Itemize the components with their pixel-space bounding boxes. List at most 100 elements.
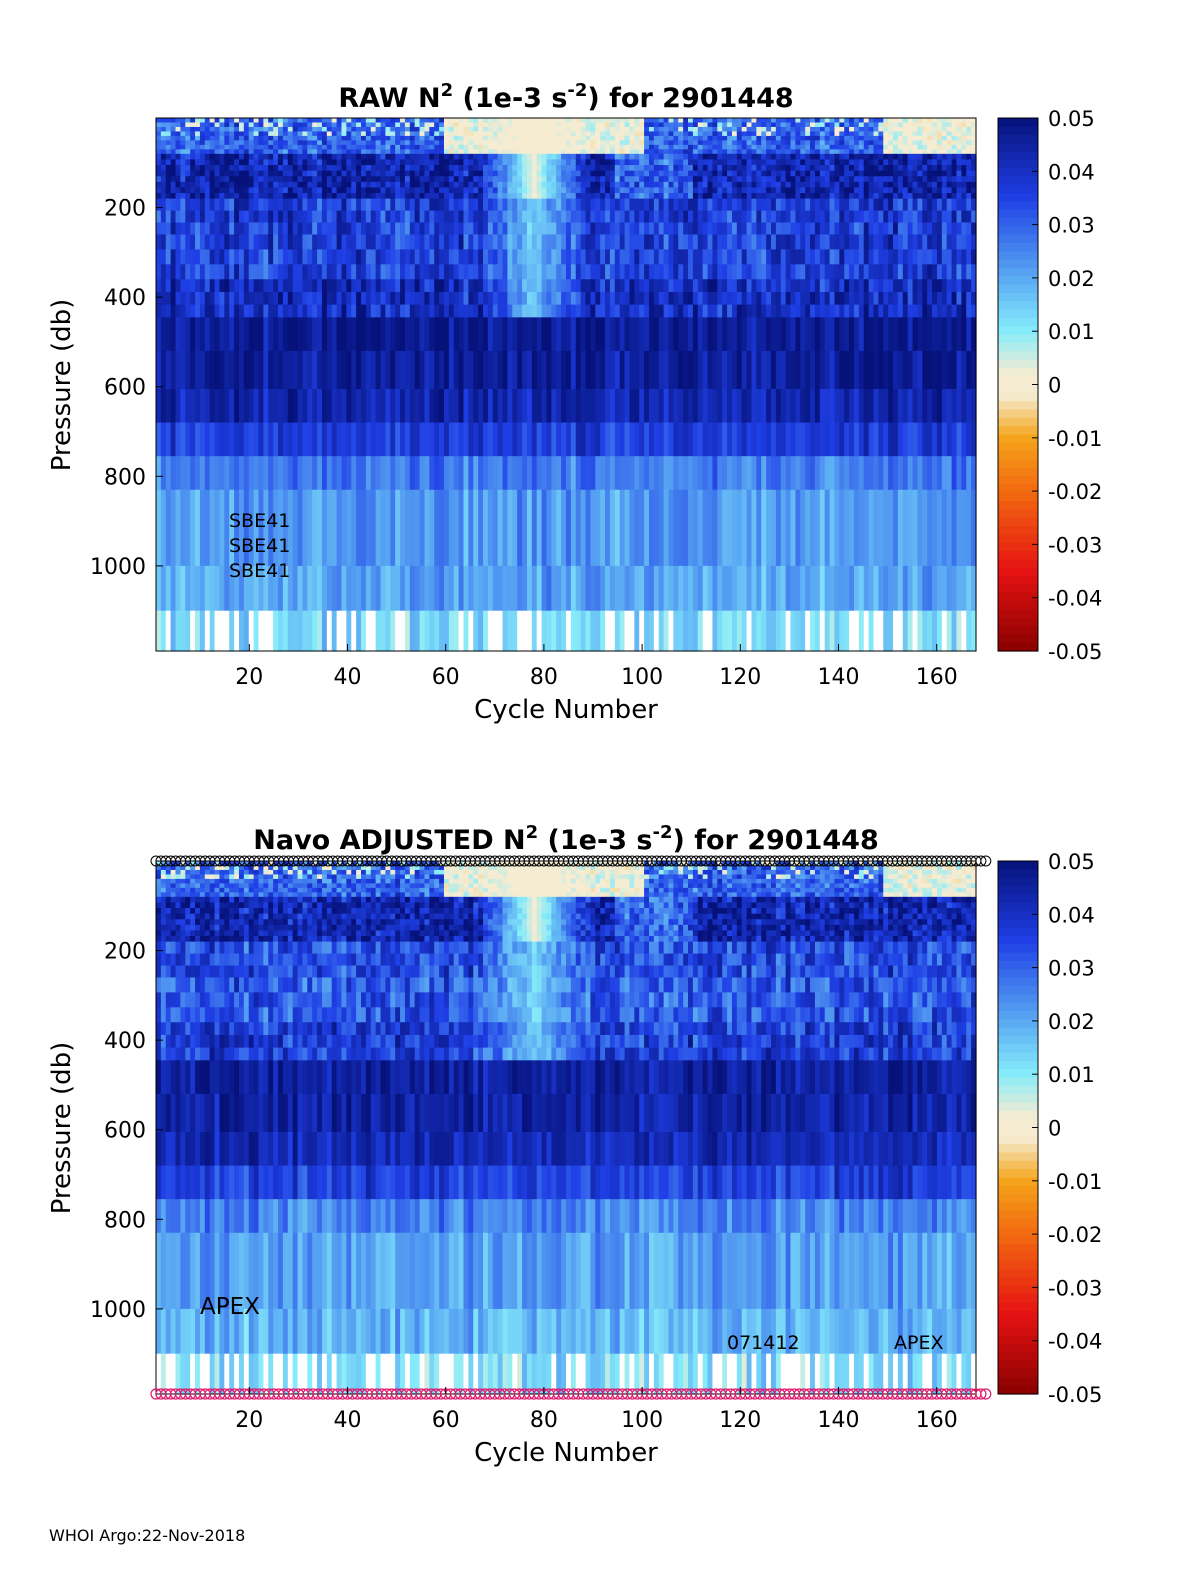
- raw-heatmap-cell: [829, 170, 836, 177]
- raw-heatmap-cell: [829, 135, 836, 141]
- raw-heatmap-cell: [243, 489, 250, 567]
- raw-heatmap-cell: [653, 193, 660, 200]
- raw-heatmap-cell: [278, 118, 284, 124]
- raw-heatmap-cell: [287, 264, 294, 280]
- raw-heatmap-cell: [746, 165, 753, 172]
- raw-heatmap-cell: [507, 422, 513, 457]
- raw-heatmap-cell: [278, 165, 284, 172]
- raw-heatmap-cell: [502, 610, 509, 652]
- raw-heatmap-cell: [819, 176, 826, 183]
- raw-heatmap-cell: [302, 456, 308, 491]
- raw-heatmap-cell: [878, 610, 884, 652]
- raw-heatmap-cell: [429, 279, 435, 293]
- raw-heatmap-cell: [536, 126, 543, 133]
- raw-heatmap-cell: [478, 234, 484, 250]
- raw-heatmap-cell: [282, 249, 289, 265]
- raw-heatmap-cell: [243, 118, 250, 124]
- raw-heatmap-cell: [278, 304, 284, 318]
- raw-heatmap-cell: [824, 456, 831, 491]
- raw-heatmap-cell: [605, 187, 611, 194]
- raw-heatmap-cell: [512, 170, 518, 177]
- raw-heatmap-cell: [429, 126, 435, 133]
- raw-heatmap-cell: [458, 565, 465, 612]
- raw-heatmap-cell: [736, 131, 743, 137]
- raw-heatmap-cell: [326, 304, 333, 318]
- raw-heatmap-cell: [453, 176, 460, 183]
- raw-heatmap-cell: [712, 249, 718, 265]
- raw-heatmap-cell: [873, 131, 879, 137]
- raw-heatmap-cell: [263, 126, 269, 133]
- raw-heatmap-cell: [463, 210, 469, 224]
- raw-heatmap-cell: [253, 153, 260, 161]
- raw-heatmap-cell: [263, 317, 269, 352]
- raw-heatmap-cell: [712, 210, 718, 224]
- raw-heatmap-cell: [156, 565, 162, 612]
- raw-heatmap-cell: [199, 135, 206, 141]
- raw-heatmap-cell: [204, 279, 211, 293]
- raw-heatmap-cell: [214, 131, 221, 137]
- raw-heatmap-cell: [834, 198, 840, 212]
- raw-heatmap-cell: [175, 610, 181, 652]
- raw-heatmap-cell: [170, 176, 177, 183]
- raw-heatmap-cell: [531, 456, 538, 491]
- raw-heatmap-cell: [614, 350, 621, 390]
- raw-heatmap-cell: [683, 135, 689, 141]
- raw-heatmap-cell: [805, 144, 811, 150]
- raw-heatmap-cell: [790, 222, 796, 236]
- raw-heatmap-cell: [624, 165, 631, 172]
- raw-heatmap-cell: [195, 388, 201, 424]
- raw-heatmap-cell: [234, 291, 240, 306]
- raw-heatmap-cell: [356, 193, 362, 200]
- raw-heatmap-cell: [419, 118, 426, 124]
- raw-heatmap-cell: [780, 422, 787, 457]
- raw-heatmap-cell: [365, 210, 372, 224]
- raw-heatmap-cell: [341, 181, 347, 189]
- raw-heatmap-cell: [736, 198, 743, 212]
- raw-heatmap-cell: [771, 193, 777, 200]
- raw-heatmap-cell: [697, 422, 704, 457]
- raw-heatmap-cell: [717, 210, 723, 224]
- raw-heatmap-cell: [224, 187, 230, 194]
- raw-heatmap-cell: [653, 149, 660, 155]
- raw-heatmap-cell: [443, 122, 450, 128]
- raw-heatmap-cell: [800, 456, 806, 491]
- raw-heatmap-cell: [727, 187, 733, 194]
- raw-heatmap-cell: [361, 144, 367, 150]
- raw-heatmap-cell: [790, 181, 796, 189]
- raw-heatmap-cell: [487, 181, 494, 189]
- raw-heatmap-cell: [580, 489, 587, 567]
- raw-heatmap-cell: [673, 126, 679, 133]
- raw-heatmap-cell: [800, 118, 806, 124]
- raw-heatmap-cell: [829, 456, 836, 491]
- raw-heatmap-cell: [321, 317, 328, 352]
- raw-heatmap-cell: [522, 122, 528, 128]
- raw-heatmap-cell: [492, 456, 499, 491]
- raw-heatmap-cell: [483, 317, 489, 352]
- raw-heatmap-cell: [688, 193, 694, 200]
- raw-heatmap-cell: [619, 279, 626, 293]
- raw-heatmap-cell: [790, 153, 796, 161]
- raw-heatmap-cell: [312, 140, 318, 146]
- raw-heatmap-cell: [297, 565, 304, 612]
- raw-heatmap-cell: [282, 264, 289, 280]
- raw-heatmap-cell: [287, 198, 294, 212]
- raw-heatmap-cell: [439, 135, 445, 141]
- raw-heatmap-cell: [214, 135, 221, 141]
- raw-heatmap-cell: [180, 153, 186, 161]
- raw-heatmap-cell: [414, 153, 421, 161]
- raw-heatmap-cell: [834, 187, 840, 194]
- raw-heatmap-cell: [751, 304, 757, 318]
- raw-heatmap-cell: [341, 317, 347, 352]
- raw-heatmap-cell: [531, 187, 538, 194]
- raw-heatmap-cell: [853, 222, 860, 236]
- raw-heatmap-cell: [688, 234, 694, 250]
- raw-heatmap-cell: [853, 187, 860, 194]
- raw-heatmap-cell: [326, 165, 333, 172]
- raw-heatmap-cell: [863, 610, 870, 652]
- raw-heatmap-cell: [268, 422, 274, 457]
- raw-heatmap-cell: [434, 187, 440, 194]
- raw-heatmap-cell: [209, 291, 216, 306]
- raw-heatmap-cell: [346, 222, 352, 236]
- raw-heatmap-cell: [678, 170, 684, 177]
- raw-heatmap-cell: [170, 181, 177, 189]
